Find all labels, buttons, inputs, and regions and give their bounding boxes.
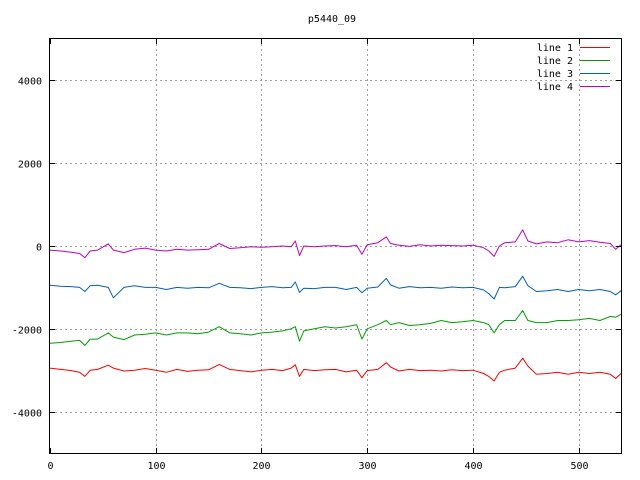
- legend: line 1 line 2 line 3 line 4: [537, 43, 610, 93]
- x-tick-label: 100: [147, 461, 165, 472]
- grid: [50, 39, 621, 453]
- legend-label: line 1: [537, 43, 573, 54]
- y-tick-label: 4000: [18, 77, 42, 88]
- y-tick-label: 2000: [18, 160, 42, 171]
- axis-ticks: 0 100 200 300 400 500 -4000 -2000 0 2000 4000: [12, 39, 621, 472]
- y-tick-label: 0: [36, 243, 42, 254]
- legend-label: line 4: [537, 82, 573, 93]
- x-tick-label: 400: [464, 461, 482, 472]
- x-tick-label: 0: [47, 461, 53, 472]
- y-tick-label: -2000: [12, 326, 42, 337]
- series-line-3: [49, 275, 622, 300]
- series-line-4: [49, 229, 622, 259]
- x-tick-label: 300: [358, 461, 376, 472]
- series-line-1: [49, 357, 622, 382]
- chart-title: p5440_09: [308, 14, 356, 25]
- legend-label: line 2: [537, 56, 573, 67]
- series-group: [49, 229, 622, 382]
- legend-label: line 3: [537, 69, 573, 80]
- series-line-2: [49, 310, 622, 346]
- x-tick-label: 200: [252, 461, 270, 472]
- y-tick-label: -4000: [12, 409, 42, 420]
- x-tick-label: 500: [570, 461, 588, 472]
- plot-frame: [49, 38, 622, 454]
